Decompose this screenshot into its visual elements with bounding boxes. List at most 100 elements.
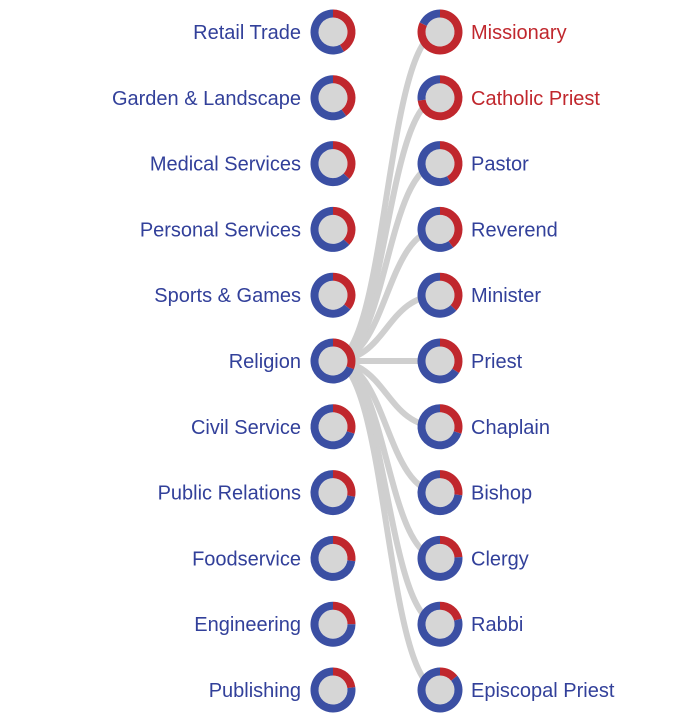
right-bishop-donut <box>417 470 463 516</box>
left-garden-and-landscape-donut-center <box>318 83 348 113</box>
right-catholic-priest-blue-segment <box>417 75 440 101</box>
right-bishop-red-segment <box>440 470 463 496</box>
right-clergy-donut-center <box>425 543 455 573</box>
right-clergy-donut <box>417 535 463 581</box>
right-missionary-red-segment <box>417 9 463 55</box>
right-priest-blue-segment <box>417 338 459 384</box>
link-religion-to-episcopal-priest <box>330 358 443 693</box>
left-personal-services-item[interactable]: Personal Services <box>140 206 356 252</box>
left-sports-and-games-item[interactable]: Sports & Games <box>154 272 356 318</box>
right-chaplain-donut-center <box>425 412 455 442</box>
left-publishing-item[interactable]: Publishing <box>209 667 356 713</box>
left-religion-red-segment <box>333 338 356 370</box>
right-episcopal-priest-red-segment <box>440 667 458 681</box>
left-civil-service-donut <box>310 404 356 450</box>
left-religion-item[interactable]: Religion <box>229 338 356 384</box>
left-retail-trade-item[interactable]: Retail Trade <box>193 9 356 55</box>
left-civil-service-red-segment <box>333 404 356 434</box>
left-foodservice-item[interactable]: Foodservice <box>192 535 356 581</box>
right-reverend-donut-center <box>425 214 455 244</box>
left-personal-services-blue-segment <box>310 206 350 252</box>
left-medical-services-item[interactable]: Medical Services <box>150 141 356 187</box>
left-religion-label: Religion <box>229 351 301 373</box>
right-pastor-blue-segment <box>417 141 451 187</box>
right-rabbi-item[interactable]: Rabbi <box>417 601 524 647</box>
left-publishing-blue-segment <box>310 667 356 713</box>
right-bishop-donut-center <box>425 478 455 508</box>
left-religion-blue-segment <box>310 338 354 384</box>
right-reverend-donut <box>417 206 463 252</box>
left-engineering-red-segment <box>333 601 356 625</box>
right-episcopal-priest-blue-segment <box>417 667 463 713</box>
right-priest-label: Priest <box>471 351 523 373</box>
right-bishop-item[interactable]: Bishop <box>417 470 533 516</box>
right-pastor-label: Pastor <box>471 154 529 176</box>
left-engineering-item[interactable]: Engineering <box>194 601 356 647</box>
right-chaplain-item[interactable]: Chaplain <box>417 404 550 450</box>
right-pastor-item[interactable]: Pastor <box>417 141 530 187</box>
link-religion-to-missionary <box>330 29 443 364</box>
left-publishing-red-segment <box>333 667 356 689</box>
left-foodservice-label: Foodservice <box>192 548 301 570</box>
right-rabbi-red-segment <box>440 601 462 621</box>
left-publishing-label: Publishing <box>209 680 301 702</box>
right-priest-donut-center <box>425 346 455 376</box>
left-retail-trade-donut-center <box>318 17 348 47</box>
left-civil-service-item[interactable]: Civil Service <box>191 404 356 450</box>
left-sports-and-games-donut-center <box>318 280 348 310</box>
left-personal-services-donut-center <box>318 214 348 244</box>
right-missionary-donut <box>417 9 463 55</box>
right-clergy-label: Clergy <box>471 548 529 570</box>
right-rabbi-donut <box>417 601 463 647</box>
right-priest-donut <box>417 338 463 384</box>
right-clergy-blue-segment <box>417 535 463 581</box>
left-medical-services-donut <box>310 141 356 187</box>
left-engineering-label: Engineering <box>194 614 301 636</box>
right-clergy-item[interactable]: Clergy <box>417 535 529 581</box>
right-pastor-red-segment <box>440 141 463 184</box>
right-pastor-donut-center <box>425 149 455 179</box>
left-medical-services-label: Medical Services <box>150 154 301 176</box>
right-episcopal-priest-label: Episcopal Priest <box>471 680 615 702</box>
left-sports-and-games-red-segment <box>333 272 356 310</box>
right-bishop-label: Bishop <box>471 483 532 505</box>
left-publishing-donut <box>310 667 356 713</box>
left-civil-service-label: Civil Service <box>191 417 301 439</box>
left-foodservice-donut-center <box>318 543 348 573</box>
left-sports-and-games-donut <box>310 272 356 318</box>
left-garden-and-landscape-donut <box>310 75 356 121</box>
right-episcopal-priest-item[interactable]: Episcopal Priest <box>417 667 615 713</box>
left-column: Retail Trade Garden & Landscape Medical Se… <box>112 9 356 713</box>
left-retail-trade-label: Retail Trade <box>193 22 301 44</box>
right-missionary-item[interactable]: Missionary <box>417 9 567 55</box>
right-rabbi-label: Rabbi <box>471 614 523 636</box>
left-medical-services-red-segment <box>333 141 356 180</box>
right-clergy-red-segment <box>440 535 463 558</box>
left-civil-service-donut-center <box>318 412 348 442</box>
right-catholic-priest-donut-center <box>425 83 455 113</box>
left-foodservice-blue-segment <box>310 535 356 581</box>
right-missionary-blue-segment <box>419 9 440 26</box>
left-public-relations-item[interactable]: Public Relations <box>158 470 356 516</box>
right-chaplain-blue-segment <box>417 404 462 450</box>
right-episcopal-priest-donut-center <box>425 675 455 705</box>
right-reverend-item[interactable]: Reverend <box>417 206 558 252</box>
left-personal-services-label: Personal Services <box>140 219 301 241</box>
left-garden-and-landscape-item[interactable]: Garden & Landscape <box>112 75 356 121</box>
right-minister-blue-segment <box>417 272 457 318</box>
left-garden-and-landscape-label: Garden & Landscape <box>112 88 301 110</box>
right-catholic-priest-label: Catholic Priest <box>471 88 600 110</box>
left-engineering-blue-segment <box>310 601 356 647</box>
right-priest-item[interactable]: Priest <box>417 338 523 384</box>
right-minister-red-segment <box>440 272 463 311</box>
left-medical-services-donut-center <box>318 149 348 179</box>
left-personal-services-red-segment <box>333 206 356 245</box>
right-minister-item[interactable]: Minister <box>417 272 542 318</box>
left-public-relations-blue-segment <box>310 470 356 516</box>
left-engineering-donut <box>310 601 356 647</box>
right-bishop-blue-segment <box>417 470 463 516</box>
right-rabbi-blue-segment <box>417 601 463 647</box>
right-catholic-priest-item[interactable]: Catholic Priest <box>417 75 601 121</box>
left-retail-trade-red-segment <box>333 9 356 52</box>
left-public-relations-donut-center <box>318 478 348 508</box>
